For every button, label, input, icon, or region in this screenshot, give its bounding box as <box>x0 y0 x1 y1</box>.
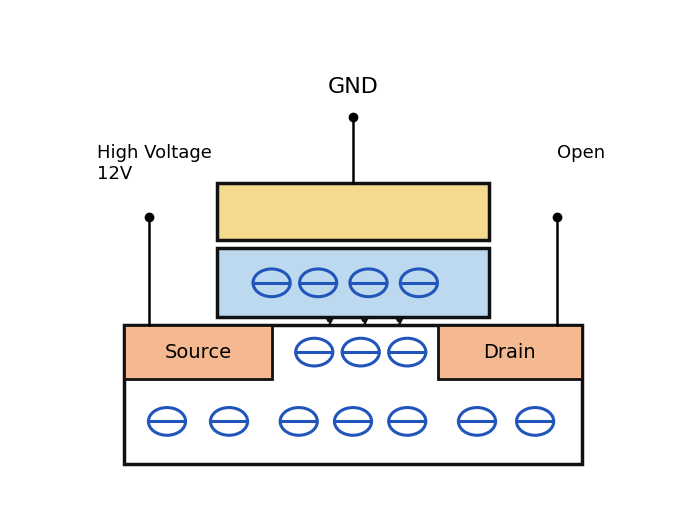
Bar <box>125 325 272 379</box>
Text: Source: Source <box>164 343 232 362</box>
Bar <box>217 183 488 240</box>
Text: High Voltage
12V: High Voltage 12V <box>97 144 212 183</box>
Bar <box>438 325 582 379</box>
Bar <box>217 248 488 317</box>
Text: Open: Open <box>557 144 605 162</box>
Text: Drain: Drain <box>484 343 536 362</box>
Text: GND: GND <box>327 77 378 97</box>
Bar <box>125 325 582 464</box>
